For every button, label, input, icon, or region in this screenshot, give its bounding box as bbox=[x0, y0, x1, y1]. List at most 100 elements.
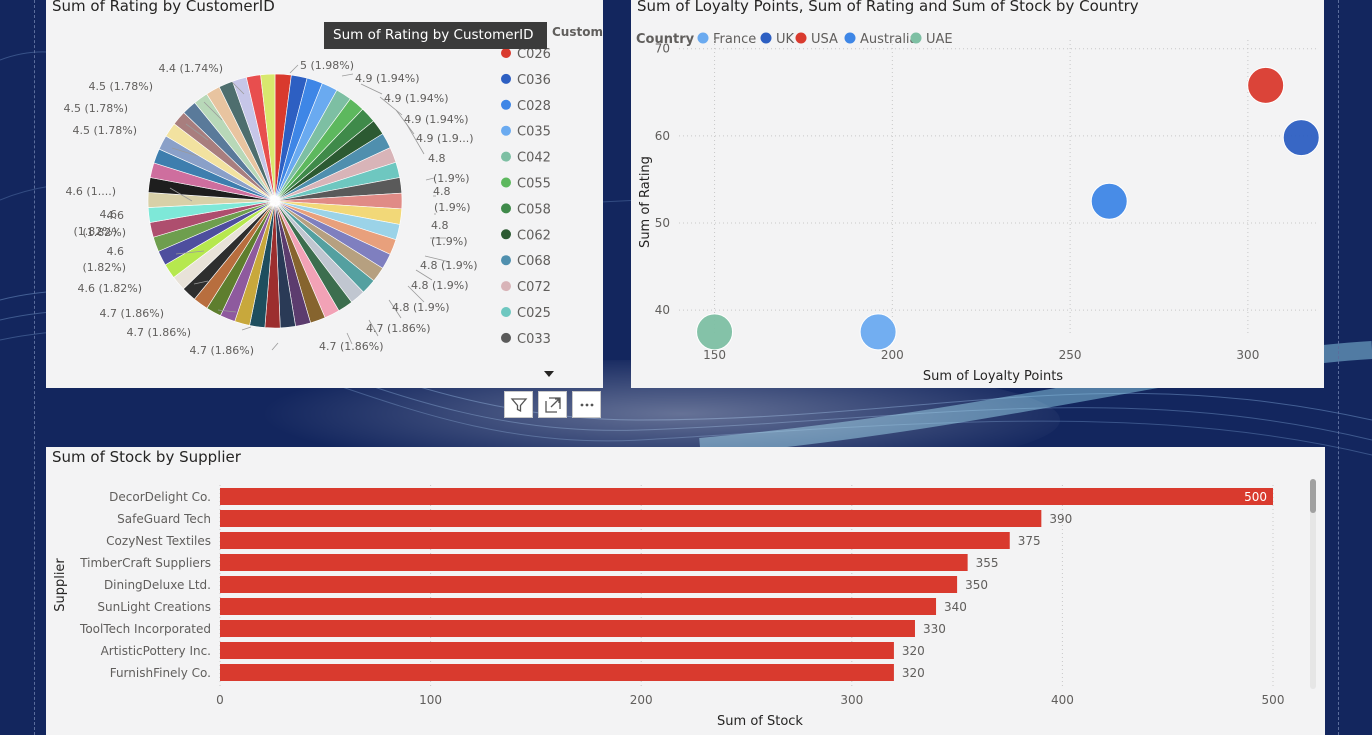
pie-data-label: 4.7 (1.86%) bbox=[319, 340, 384, 353]
y-tick-label: 70 bbox=[655, 42, 670, 56]
y-axis-label: Supplier bbox=[53, 558, 68, 612]
legend-marker-icon bbox=[697, 32, 709, 44]
bar-data-label: 320 bbox=[902, 666, 925, 680]
legend-item[interactable]: C026 bbox=[517, 47, 551, 62]
scatter-chart-svg: Country France UK USA Australia UAE 40 50 60 70 15… bbox=[636, 32, 1320, 384]
legend-item[interactable]: C058 bbox=[517, 202, 551, 217]
leader-line bbox=[175, 250, 205, 255]
legend-item[interactable]: UAE bbox=[926, 32, 953, 47]
bar-data-label: 355 bbox=[976, 556, 999, 570]
scrollbar-thumb[interactable] bbox=[1310, 479, 1316, 513]
category-label: ArtisticPottery Inc. bbox=[101, 644, 211, 658]
leader-line bbox=[379, 96, 403, 116]
pie-data-label: 4.5 (1.78%) bbox=[63, 102, 128, 115]
category-label: ToolTech Incorporated bbox=[79, 622, 211, 636]
legend-item[interactable]: C035 bbox=[517, 125, 551, 140]
category-label: TimberCraft Suppliers bbox=[79, 556, 211, 570]
legend-item[interactable]: C025 bbox=[517, 306, 551, 321]
bar-chart-title: Sum of Stock by Supplier bbox=[52, 448, 241, 466]
legend-marker-icon bbox=[501, 99, 511, 110]
leader-line bbox=[415, 269, 433, 281]
scatter-point[interactable] bbox=[696, 313, 734, 351]
leader-line bbox=[407, 285, 425, 303]
bar-data-label: 350 bbox=[965, 578, 988, 592]
tooltip: Sum of Rating by CustomerID bbox=[324, 22, 547, 49]
legend-marker-icon bbox=[795, 32, 807, 44]
pie-data-label: 4.7 (1.86%) bbox=[366, 322, 431, 335]
pie-data-label: 4.8 bbox=[428, 152, 446, 165]
more-options-button[interactable] bbox=[572, 391, 601, 418]
leader-line bbox=[346, 332, 353, 345]
focus-mode-button[interactable] bbox=[538, 391, 567, 418]
pie-data-label: 4.8 (1.9%) bbox=[411, 279, 469, 292]
bar-chart-visual[interactable]: Sum of Stock by Supplier 0 100 200 300 400 50… bbox=[46, 447, 1325, 735]
x-axis-label: Sum of Loyalty Points bbox=[923, 369, 1063, 384]
bar-data-label: 330 bbox=[923, 622, 946, 636]
pie-data-label: 4.6 bbox=[100, 208, 118, 221]
pie-chart-visual[interactable]: Sum of Rating by CustomerID 5 (1.98%) 4.9… bbox=[46, 0, 603, 388]
legend-item[interactable]: France bbox=[713, 32, 756, 47]
bar[interactable] bbox=[220, 620, 915, 637]
legend-item[interactable]: USA bbox=[811, 32, 838, 47]
legend-marker-icon bbox=[501, 48, 511, 58]
filter-button[interactable] bbox=[504, 391, 533, 418]
legend-item[interactable]: C033 bbox=[517, 332, 551, 347]
bar[interactable] bbox=[220, 598, 937, 615]
bar-data-label: 500 bbox=[1244, 490, 1267, 504]
bar[interactable] bbox=[220, 664, 894, 681]
bar-data-label: 390 bbox=[1049, 512, 1072, 526]
visual-header-toolbar bbox=[504, 391, 601, 418]
legend-marker-icon bbox=[501, 73, 511, 84]
pie-data-label: 4.5 (1.78%) bbox=[88, 80, 153, 93]
scrollbar-track bbox=[1310, 479, 1316, 689]
scatter-point[interactable] bbox=[859, 313, 897, 351]
legend-item[interactable]: C028 bbox=[517, 99, 551, 114]
category-label: DecorDelight Co. bbox=[109, 490, 211, 504]
pie-data-label: 4.8 bbox=[433, 185, 451, 198]
bar[interactable] bbox=[220, 510, 1042, 527]
scatter-point[interactable] bbox=[1090, 182, 1128, 220]
pie-data-label: 4.5 (1.78%) bbox=[72, 124, 137, 137]
pie-data-label: 4.9 (1.94%) bbox=[384, 92, 449, 105]
scatter-point[interactable] bbox=[1247, 66, 1285, 104]
legend-item[interactable]: C055 bbox=[517, 177, 551, 192]
pie-data-label: 4.8 bbox=[431, 219, 449, 232]
category-label: SafeGuard Tech bbox=[117, 512, 211, 526]
legend-item[interactable]: C062 bbox=[517, 228, 551, 243]
bar[interactable] bbox=[220, 642, 894, 659]
bar[interactable] bbox=[220, 532, 1010, 549]
leader-line bbox=[231, 81, 245, 95]
pie-data-label: 4.7 (1.86%) bbox=[189, 344, 254, 357]
x-tick-label: 300 bbox=[840, 693, 863, 707]
bar[interactable] bbox=[220, 488, 1273, 505]
bar-data-label: 375 bbox=[1018, 534, 1041, 548]
scatter-point[interactable] bbox=[1282, 119, 1320, 157]
legend-marker-icon bbox=[501, 125, 511, 136]
pie-data-label: 4.9 (1.9...) bbox=[416, 132, 474, 145]
filter-icon bbox=[510, 397, 527, 412]
category-label: SunLight Creations bbox=[97, 600, 211, 614]
legend-marker-icon bbox=[501, 281, 511, 292]
pie-data-label: (1.9%) bbox=[431, 235, 468, 248]
scatter-chart-visual[interactable]: Sum of Loyalty Points, Sum of Rating and… bbox=[631, 0, 1324, 388]
pie-data-label: 4.6 bbox=[107, 245, 125, 258]
bar[interactable] bbox=[220, 554, 968, 571]
pie-data-label: (1.9%) bbox=[433, 172, 470, 185]
legend-item[interactable]: UK bbox=[776, 32, 795, 47]
legend-marker-icon bbox=[760, 32, 772, 44]
more-options-icon bbox=[580, 403, 593, 406]
legend-item[interactable]: C036 bbox=[517, 73, 551, 88]
legend-item[interactable]: C068 bbox=[517, 254, 551, 269]
x-tick-label: 150 bbox=[703, 348, 726, 362]
bar-data-label: 340 bbox=[944, 600, 967, 614]
pie-data-label: (1.9%) bbox=[434, 201, 471, 214]
category-label: CozyNest Textiles bbox=[106, 534, 211, 548]
leader-line bbox=[241, 326, 252, 331]
legend-item[interactable]: C042 bbox=[517, 151, 551, 166]
pie-slice[interactable] bbox=[260, 73, 276, 202]
bar[interactable] bbox=[220, 576, 958, 593]
x-tick-label: 200 bbox=[630, 693, 653, 707]
legend-item[interactable]: C072 bbox=[517, 280, 551, 295]
legend-item[interactable]: Australia bbox=[860, 32, 918, 47]
legend-marker-icon bbox=[501, 203, 511, 214]
